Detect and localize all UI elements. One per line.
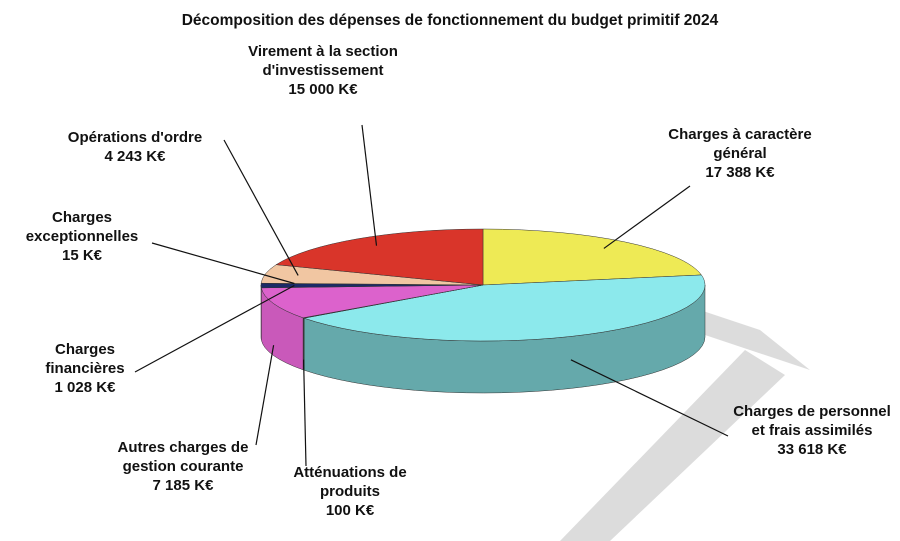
leader-line <box>570 359 729 437</box>
slice-label: Charges à caractère général 17 388 K€ <box>645 125 835 182</box>
watermark-stem <box>560 350 785 541</box>
category-label: Charges exceptionnelles <box>25 209 139 245</box>
value-label: 1 028 K€ <box>54 379 116 396</box>
leader-line <box>361 124 378 246</box>
slice-label: Virement à la section d'investissement 15… <box>243 42 403 99</box>
category-label: Atténuations de produits <box>293 464 407 500</box>
slice <box>303 274 706 342</box>
leader-line <box>302 359 307 467</box>
slice-label: Charges exceptionnelles 15 K€ <box>7 208 157 265</box>
category-label: Opérations d'ordre <box>67 129 203 146</box>
value-label: 100 K€ <box>325 502 375 519</box>
value-label: 7 185 K€ <box>152 477 214 494</box>
value-label: 17 388 K€ <box>705 164 775 181</box>
slice-label: Charges de personnel et frais assimilés 3… <box>727 402 897 459</box>
leader-line <box>151 242 295 285</box>
category-label: Virement à la section d'investissement <box>248 43 398 79</box>
slice-label: Opérations d'ordre 4 243 K€ <box>40 128 230 166</box>
value-label: 4 243 K€ <box>104 148 166 165</box>
category-label: Charges financières <box>45 341 125 377</box>
value-label: 15 K€ <box>61 247 103 264</box>
slice-label: Autres charges de gestion courante 7 185 … <box>103 438 263 495</box>
slice-label: Charges financières 1 028 K€ <box>20 340 150 397</box>
leader-line <box>134 284 295 373</box>
value-label: 33 618 K€ <box>777 441 847 458</box>
leader-line <box>603 185 691 249</box>
leader-line <box>223 139 299 276</box>
slice <box>260 284 484 319</box>
leader-line <box>255 345 275 446</box>
category-label: Charges à caractère général <box>668 126 812 162</box>
slice <box>482 228 702 286</box>
slice-label: Atténuations de produits 100 K€ <box>270 463 430 520</box>
category-label: Charges de personnel et frais assimilés <box>733 403 891 439</box>
category-label: Autres charges de gestion courante <box>117 439 249 475</box>
value-label: 15 000 K€ <box>288 81 358 98</box>
chart-title: Décomposition des dépenses de fonctionne… <box>181 12 719 29</box>
